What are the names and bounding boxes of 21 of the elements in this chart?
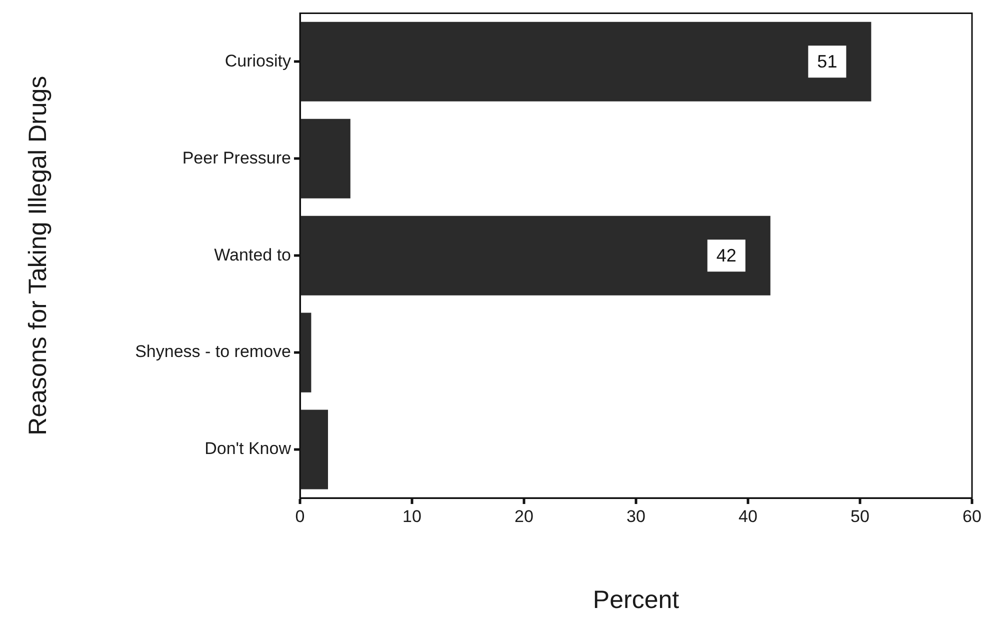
x-axis-title: Percent: [592, 586, 680, 614]
x-tick-label: 60: [962, 506, 982, 526]
bar: [300, 216, 770, 296]
y-tick-label: Peer Pressure: [182, 148, 291, 168]
data-label: 51: [817, 52, 838, 72]
x-tick-label: 10: [402, 506, 422, 526]
bar: [300, 118, 350, 198]
x-tick-label: 20: [514, 506, 534, 526]
bar: [300, 22, 872, 102]
bar: [300, 410, 328, 490]
x-tick-label: 30: [626, 506, 646, 526]
y-tick-label: Curiosity: [224, 51, 292, 70]
bar: [300, 312, 312, 392]
x-tick-label: 0: [295, 506, 305, 526]
y-tick-label: Wanted to: [214, 245, 291, 264]
y-tick-label: Don't Know: [204, 439, 292, 458]
data-label: 42: [716, 246, 736, 266]
x-tick-label: 50: [850, 506, 870, 526]
y-tick-label: Shyness - to remove: [135, 342, 291, 362]
y-axis-title: Reasons for Taking Illegal Drugs: [24, 76, 52, 436]
x-tick-label: 40: [738, 506, 758, 526]
